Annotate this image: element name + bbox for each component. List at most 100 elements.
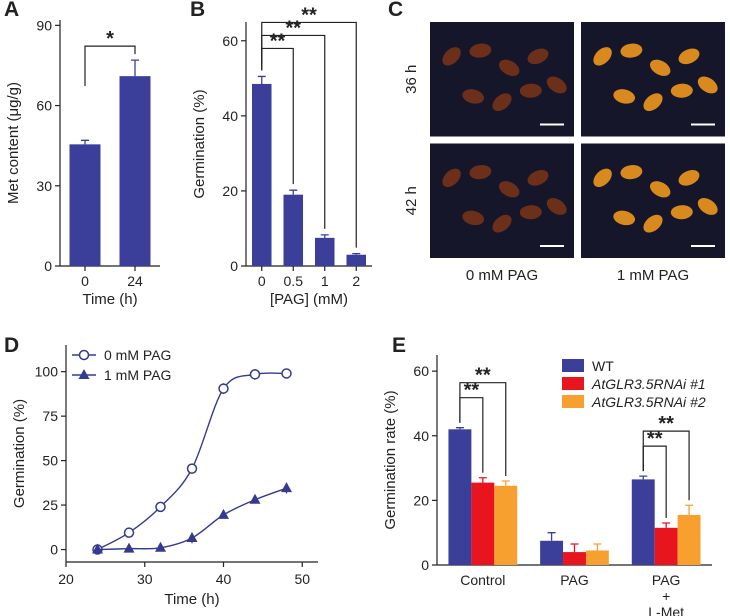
y-axis-label: Germination (%) [11,399,28,508]
legend-label: 1 mM PAG [104,367,171,383]
error-bar [593,543,602,551]
panel-letter: D [4,334,19,357]
x-tick-label: 0 [258,273,266,289]
significance-label: ** [475,365,491,387]
seed [492,214,512,233]
seed [613,210,636,226]
seed [498,181,520,198]
y-tick-label: 30 [36,178,52,194]
seed [649,59,671,76]
seed [670,205,693,220]
bar [119,76,151,266]
error-bar [547,532,556,541]
y-tick-label: 25 [42,497,58,513]
marker [281,482,292,493]
seed [593,47,612,66]
significance-bracket [642,430,690,501]
y-tick-label: 60 [222,33,238,49]
bar [346,254,367,266]
y-axis-label: Germination (%) [191,89,208,198]
y-tick-label: 50 [42,453,58,469]
bar [677,514,701,565]
y-tick-label: 0 [44,258,52,274]
y-axis-label: Met content (μg/g) [5,82,22,204]
error-bar [501,480,510,486]
seed [697,76,718,94]
seed [678,170,700,186]
bar [69,144,101,266]
legend-label: AtGLR3.5RNAi #1 [591,376,706,392]
error-bar [352,252,361,255]
y-tick-label: 20 [222,183,238,199]
seed [620,43,643,58]
error-bar [257,75,266,84]
significance-bracket [84,45,136,87]
bar [471,482,495,565]
seed [519,205,542,220]
seed [546,198,567,215]
error-bar [455,427,464,430]
x-tick-label: Control [460,572,505,588]
seed [643,93,663,112]
marker [123,542,135,553]
y-tick-label: 20 [413,492,429,508]
bar [494,485,518,565]
seed [546,76,567,94]
row-label: 42 h [403,186,420,215]
x-axis-label: [PAG] (mM) [270,291,348,308]
legend-swatch [562,359,584,372]
seed [620,165,643,180]
marker [155,501,166,513]
seed [678,48,700,65]
legend-label: 0 mM PAG [104,347,171,363]
legend-swatch [562,377,584,390]
row-label: 36 h [403,65,420,94]
error-bar [639,475,648,480]
seed [442,168,461,188]
panel-letter: E [392,334,406,357]
x-tick-label: 30 [137,571,153,587]
seed [469,43,492,58]
marker [155,541,166,552]
significance-label: ** [464,380,480,402]
x-tick-label: 24 [127,273,143,289]
seed [442,47,461,66]
seed [519,83,542,98]
series-line [97,372,287,551]
x-tick-label: 50 [294,571,310,587]
error-bar [81,139,89,145]
seed [469,165,492,180]
y-tick-label: 40 [413,428,429,444]
seed [593,168,612,188]
bar [563,552,586,565]
marker [218,383,229,394]
x-tick-label: PAG + L-Met [648,572,684,616]
error-bar [320,234,329,238]
seed [462,89,485,104]
x-axis-label: Time (h) [164,591,219,608]
significance-label: ** [301,4,317,26]
significance-label: * [106,28,114,50]
y-tick-label: 75 [42,408,58,424]
y-tick-label: 60 [36,98,52,114]
panel-letter: A [4,0,19,21]
marker [249,369,261,380]
bar [251,83,272,266]
significance-bracket [261,21,357,248]
significance-label: ** [285,17,301,39]
significance-label: ** [270,30,286,52]
y-tick-label: 0 [230,258,238,274]
x-tick-label: 0 [81,273,89,289]
y-tick-label: 0 [421,557,429,573]
bar [283,194,304,266]
x-tick-label: 0.5 [284,273,304,289]
seed [492,93,512,112]
significance-label: ** [647,428,663,450]
bar [585,550,609,565]
y-tick-label: 100 [35,364,59,380]
legend-marker [78,369,90,379]
bar [448,429,472,565]
error-bar [662,522,671,528]
error-bar [685,504,694,515]
error-bar [570,543,579,553]
